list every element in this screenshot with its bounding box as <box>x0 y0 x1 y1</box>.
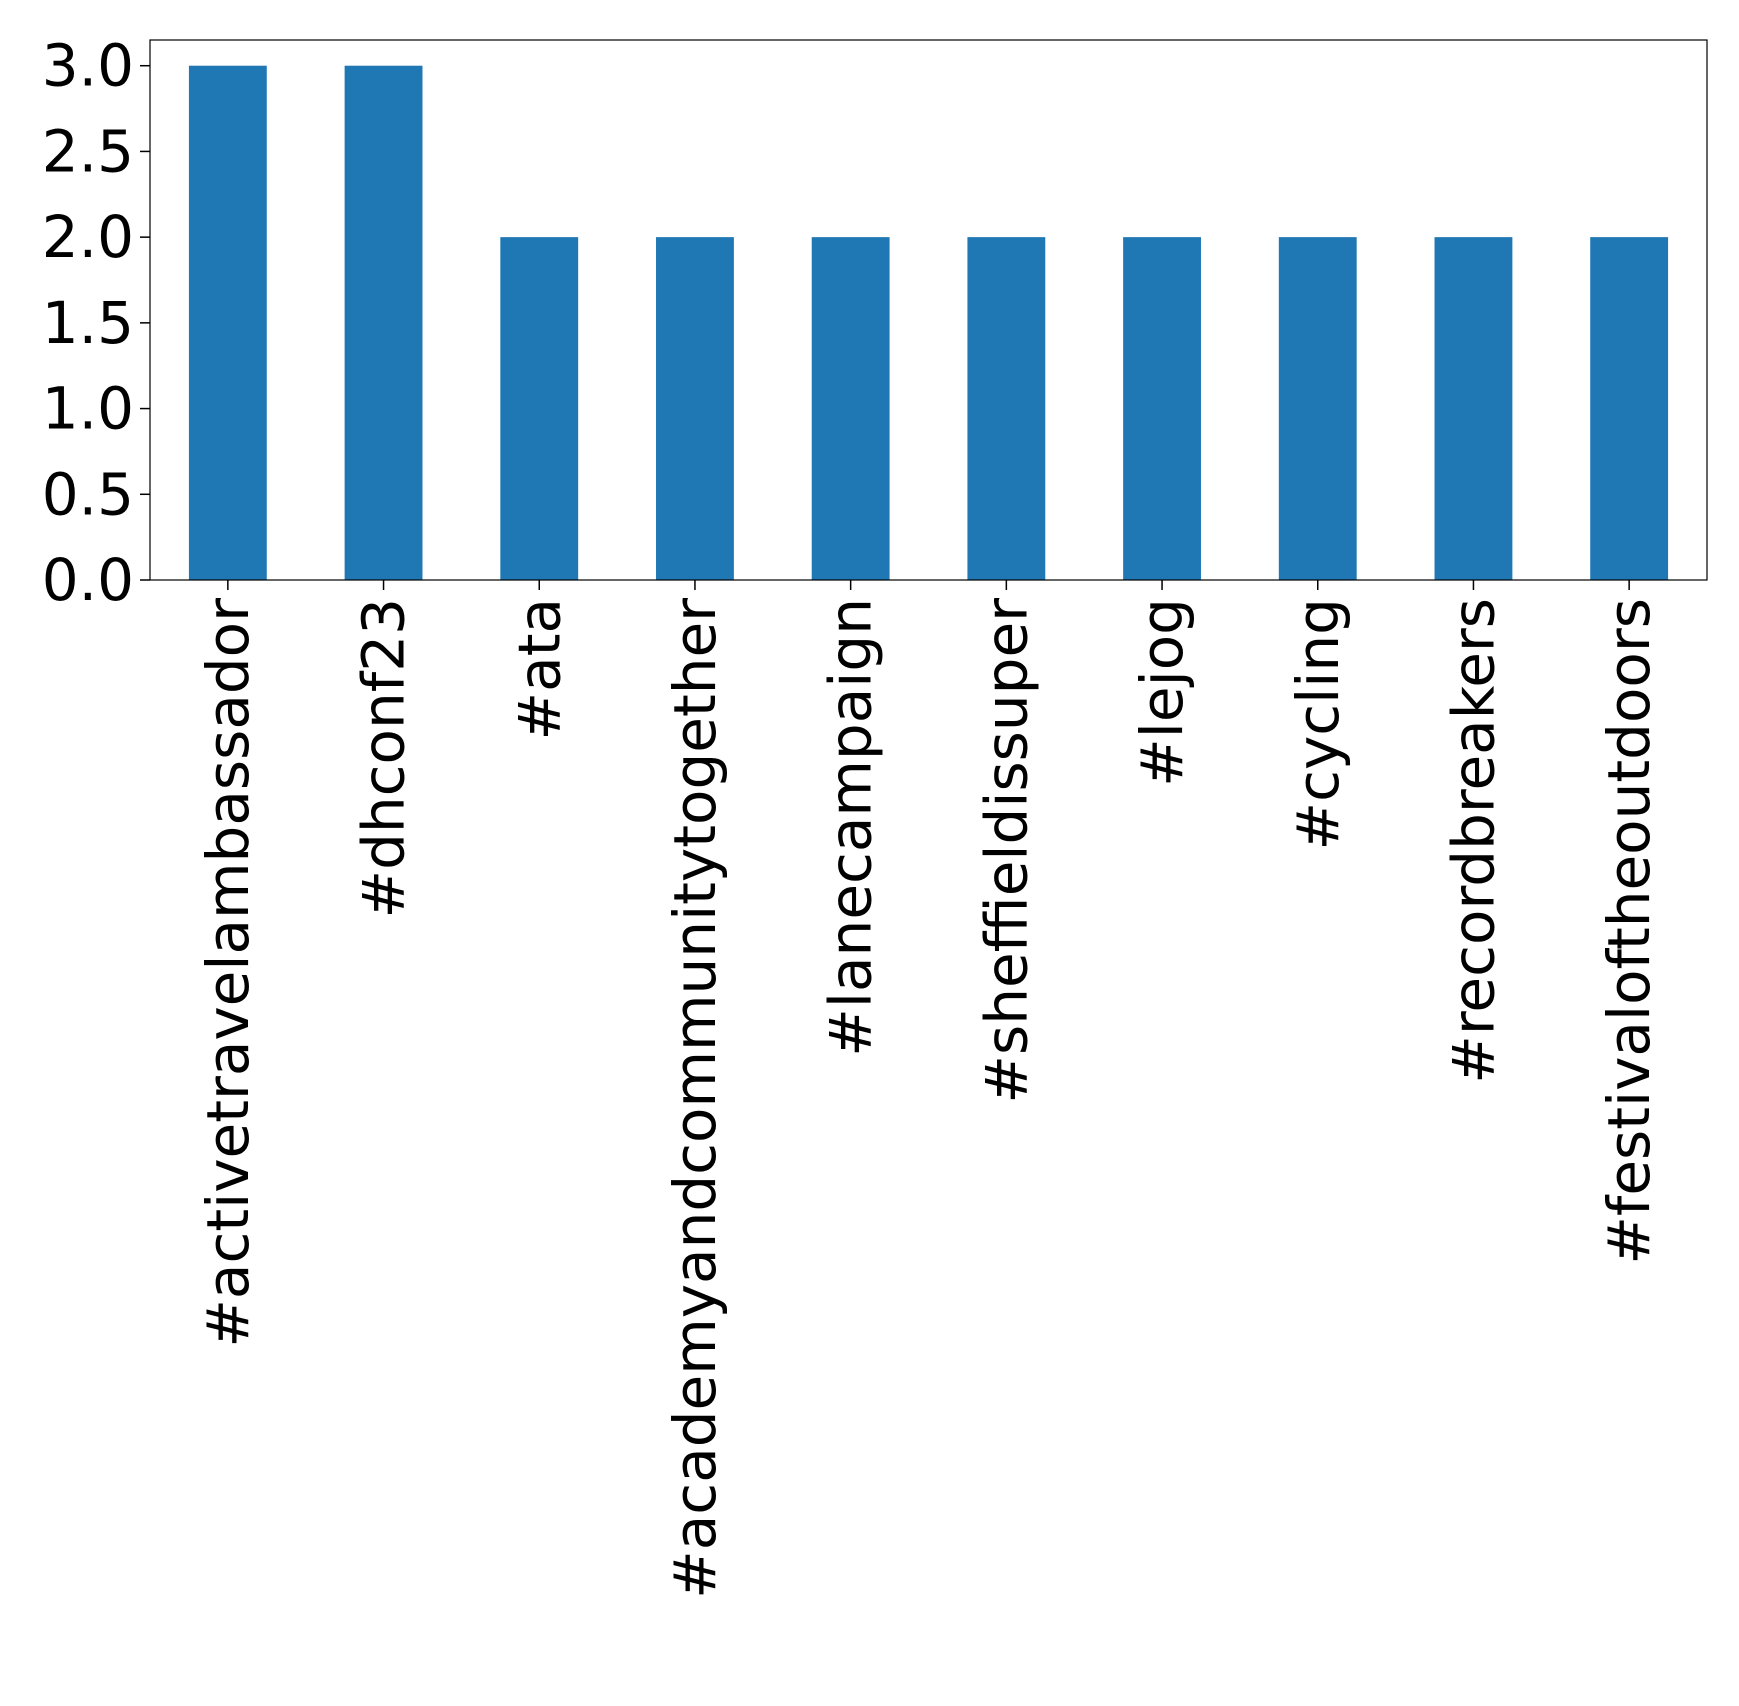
x-axis: #activetravelambassador #dhconf23 #ata #aca… <box>194 580 1663 1599</box>
plot-area-frame <box>149 39 1708 581</box>
y-axis: 0.0 0.5 1.0 1.5 2.0 2.5 3.0 <box>42 32 150 614</box>
y-tick-label-2: 1.0 <box>42 375 134 443</box>
bar-6 <box>1123 237 1201 580</box>
x-tick-label-7: #cycling <box>1284 598 1352 851</box>
y-tick-label-0: 0.0 <box>42 546 134 614</box>
y-tick-label-4: 2.0 <box>42 203 134 271</box>
bar-9 <box>1590 237 1669 580</box>
x-tick-label-5: #sheffieldissuper <box>972 598 1040 1104</box>
x-tick-label-1: #dhconf23 <box>350 598 418 919</box>
bar-2 <box>500 237 579 580</box>
y-tick-label-3: 1.5 <box>42 289 134 357</box>
x-tick-label-4: #lanecampaign <box>817 598 885 1057</box>
bars <box>188 65 1669 580</box>
x-tick-label-2: #ata <box>505 598 573 740</box>
y-tick-label-6: 3.0 <box>42 32 134 100</box>
bar-1 <box>344 65 423 580</box>
x-tick-label-8: #recordbreakers <box>1439 598 1507 1084</box>
x-tick-label-9: #festivaloftheoutdoors <box>1595 598 1663 1265</box>
x-tick-label-6: #lejog <box>1128 598 1196 787</box>
x-tick-label-0: #activetravelambassador <box>194 598 262 1348</box>
y-tick-label-5: 2.5 <box>42 117 134 185</box>
y-tick-label-1: 0.5 <box>42 460 134 528</box>
bar-4 <box>811 237 890 580</box>
x-tick-label-3: #academyandcommunitytogether <box>661 598 729 1599</box>
bar-8 <box>1434 237 1513 580</box>
bar-3 <box>656 237 734 580</box>
bar-0 <box>188 65 267 580</box>
bar-7 <box>1278 237 1357 580</box>
bar-5 <box>967 237 1046 580</box>
